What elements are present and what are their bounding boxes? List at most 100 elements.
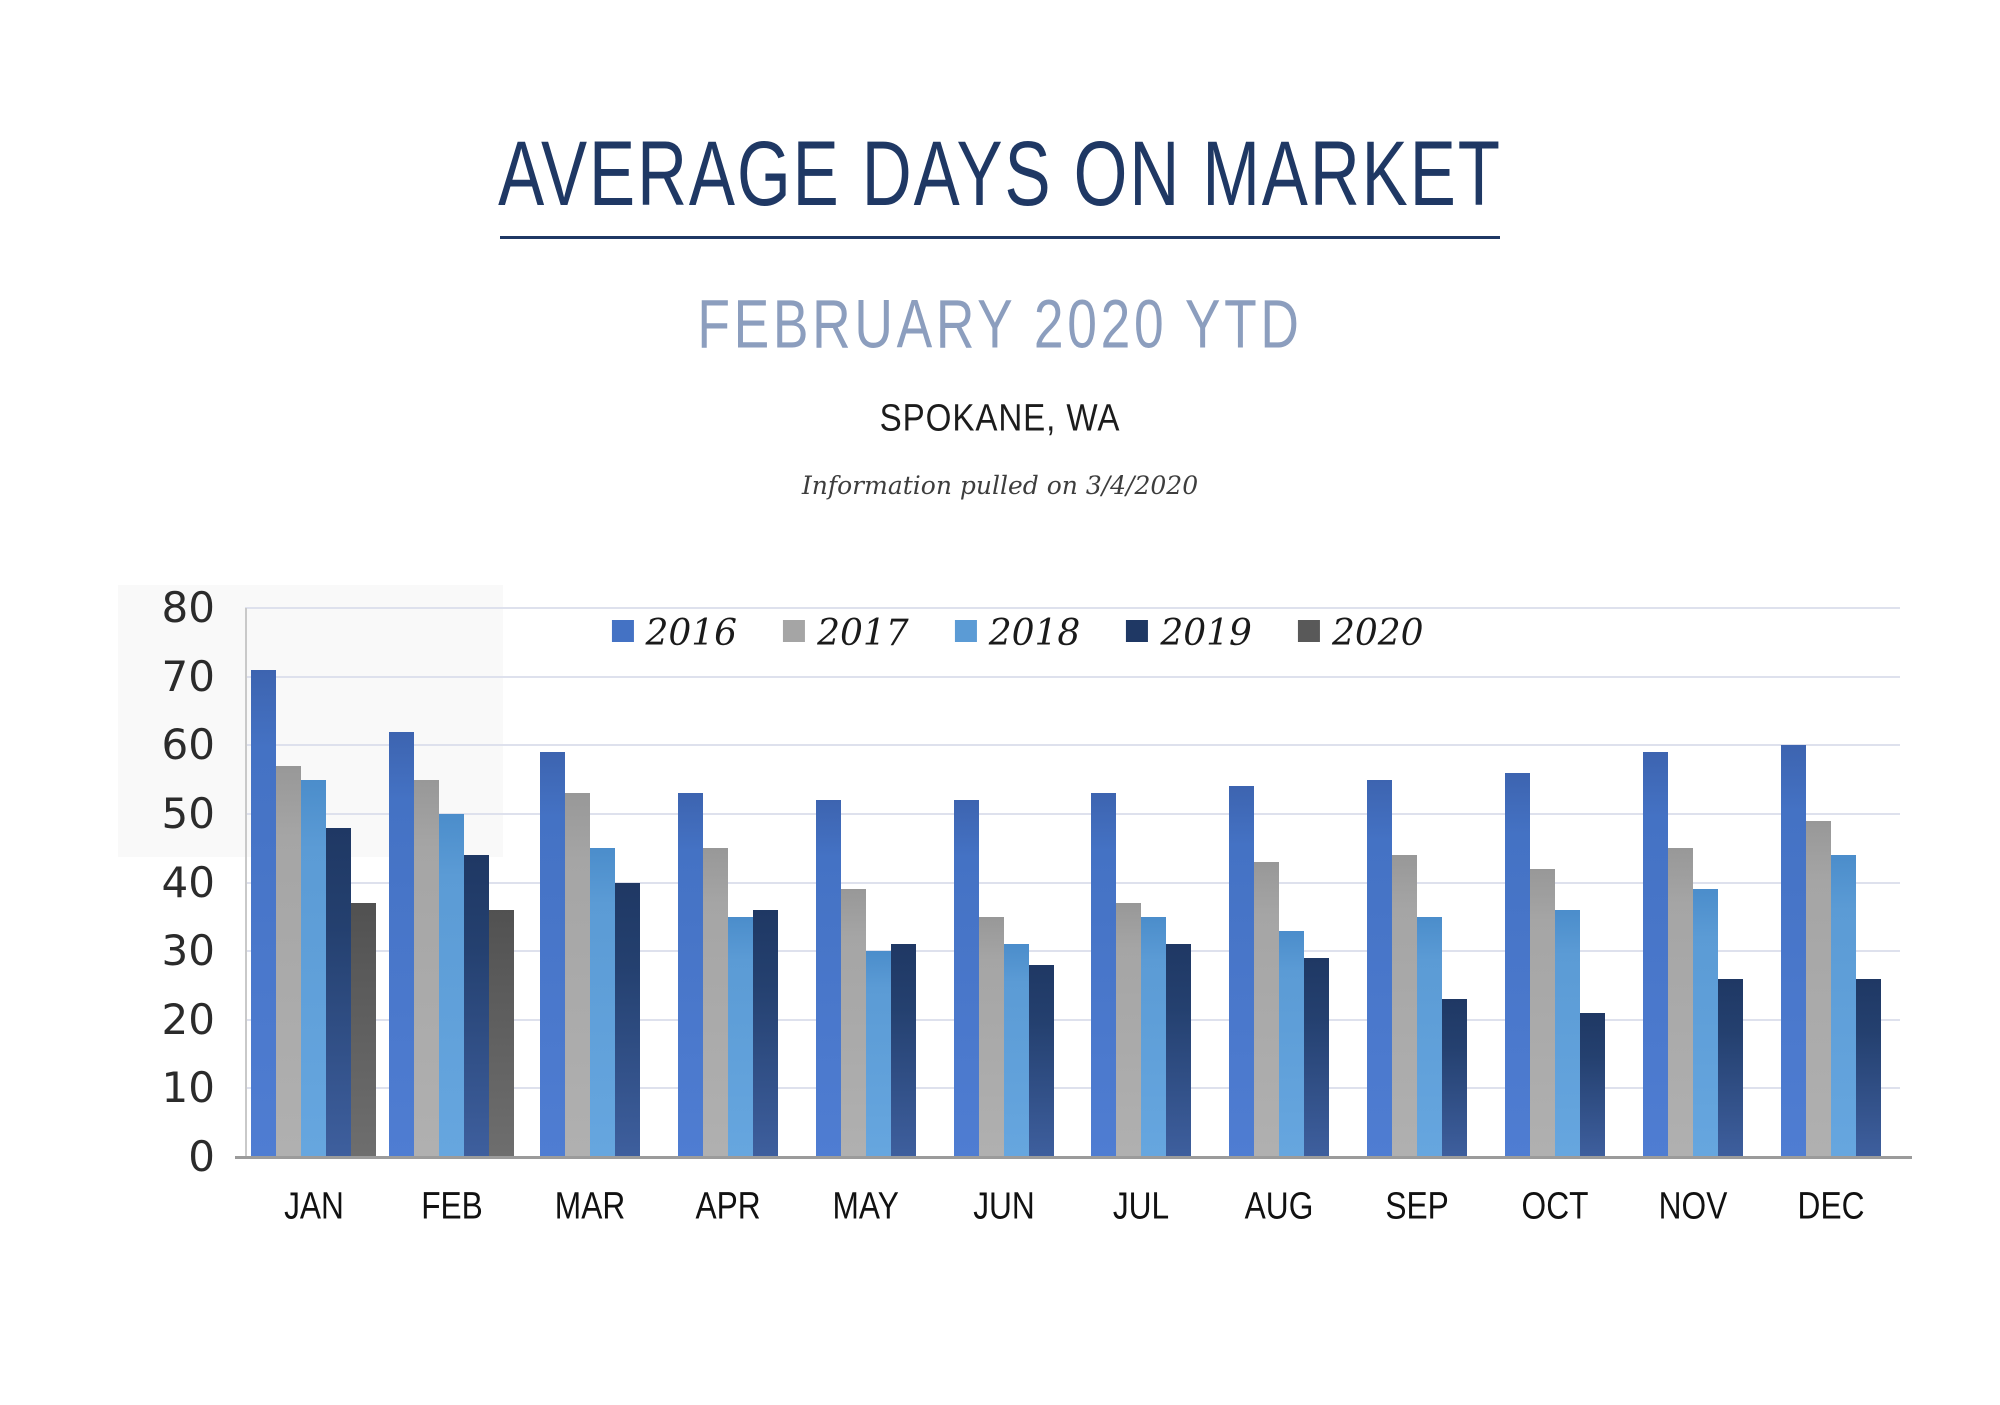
bar-2016-may [815,800,841,1157]
bar-2018-apr [727,916,753,1157]
x-tick-may: MAY [832,1183,899,1227]
bar-2018-aug [1279,930,1305,1157]
x-tick-feb: FEB [421,1183,483,1227]
legend-swatch-2016 [611,620,634,642]
bar-2019-jan [326,827,352,1157]
bar-group-jul [1073,608,1211,1157]
title-underline [500,236,1500,239]
bar-2016-mar [539,752,565,1157]
bar-group-mar [521,608,659,1157]
bar-2017-feb [414,779,440,1157]
bar-2016-oct [1505,772,1531,1157]
x-tick-jan: JAN [284,1183,344,1227]
bar-2017-apr [702,848,728,1157]
y-axis-labels: 0 10 20 30 40 50 60 70 80 [85,587,215,1178]
legend-swatch-2018 [954,620,977,642]
bar-group-feb [383,608,521,1157]
x-tick-aug: AUG [1245,1183,1314,1227]
legend-label-2018: 2018 [988,613,1081,654]
x-tick-oct: OCT [1521,1183,1589,1227]
x-tick-apr: APR [695,1183,761,1227]
x-tick-cell-dec: DEC [1762,1186,1900,1224]
report-location: SPOKANE, WA [879,395,1121,439]
x-tick-cell-sep: SEP [1348,1183,1486,1227]
bar-2016-sep [1367,779,1393,1157]
bar-2016-jul [1091,793,1117,1157]
bar-2018-nov [1693,889,1719,1157]
bar-2019-nov [1718,978,1744,1157]
x-tick-jul: JUL [1113,1183,1170,1227]
bar-group-apr [659,608,797,1157]
bar-2017-aug [1254,861,1280,1157]
bar-2016-jun [953,800,979,1157]
bar-group-oct [1486,608,1624,1157]
gridline-20 [245,1018,1900,1021]
y-tick-10: 10 [161,1063,215,1113]
bar-2016-apr [677,793,703,1157]
x-tick-cell-may: MAY [797,1183,935,1227]
gridline-40 [245,881,1900,884]
bar-2019-dec [1856,978,1882,1157]
bar-group-nov [1624,608,1762,1157]
bar-2018-mar [589,848,615,1157]
bar-2019-oct [1580,1012,1606,1157]
legend-label-2019: 2019 [1160,613,1252,654]
bar-2018-jan [301,779,327,1157]
pull-date-note: Information pulled on 3/4/2020 [801,471,1199,500]
bar-chart: 0 10 20 30 40 50 60 70 80 2016 2017 2018 2019 2020 J… [162,587,1912,1224]
bar-2017-sep [1392,855,1418,1157]
x-tick-cell-jun: JUN [935,1183,1073,1227]
y-tick-70: 70 [161,651,215,701]
bar-2018-jul [1141,916,1167,1157]
x-tick-cell-feb: FEB [383,1183,521,1227]
bar-2018-dec [1831,855,1857,1157]
bar-2019-feb [464,855,490,1157]
bar-2018-jun [1003,944,1029,1157]
y-tick-60: 60 [161,720,215,770]
bar-2019-may [890,944,916,1157]
bar-2019-mar [614,882,640,1157]
chart-legend: 2016 2017 2018 2019 2020 [611,613,1424,654]
legend-item-2017: 2017 [783,616,909,652]
x-tick-cell-aug: AUG [1210,1183,1348,1227]
x-tick-cell-mar: MAR [521,1183,659,1227]
x-tick-cell-apr: APR [659,1183,797,1227]
x-axis-labels: JAN FEB MAR APR MAY JUN JUL AUG SEP OCT NOV DEC [245,1183,1900,1227]
bar-2016-nov [1643,752,1669,1157]
legend-label-2020: 2020 [1331,613,1424,654]
x-tick-cell-nov: NOV [1624,1186,1762,1224]
bar-group-dec [1762,608,1900,1157]
page-title: AVERAGE DAYS ON MARKET [498,122,1502,226]
gridline-50 [245,812,1900,815]
bar-2016-dec [1781,745,1807,1157]
bar-group-sep [1348,608,1486,1157]
x-tick-mar: MAR [554,1183,625,1227]
bar-groups [245,608,1900,1157]
bar-group-jan [245,608,383,1157]
bar-group-aug [1210,608,1348,1157]
x-axis-line [235,1156,1912,1159]
bar-2017-oct [1530,868,1556,1157]
legend-item-2020: 2020 [1297,613,1424,654]
legend-item-2016: 2016 [611,616,737,652]
y-tick-0: 0 [188,1132,215,1181]
x-tick-jun: JUN [972,1183,1035,1227]
bar-group-may [797,608,935,1157]
bar-2018-may [865,951,891,1157]
gridline-10 [245,1087,1900,1090]
bar-2016-jan [251,669,277,1157]
x-tick-sep: SEP [1385,1183,1450,1227]
bar-2019-apr [752,909,778,1157]
gridline-30 [245,950,1900,953]
legend-label-2017: 2017 [817,613,909,654]
y-tick-50: 50 [161,788,215,838]
bar-2016-feb [389,731,415,1157]
y-tick-80: 80 [161,583,215,632]
y-tick-40: 40 [161,857,215,907]
bar-2020-jan [351,903,377,1157]
bar-2017-jun [978,916,1004,1157]
legend-item-2019: 2019 [1126,616,1252,652]
plot-area: 2016 2017 2018 2019 2020 [235,607,1912,1159]
gridline-70 [245,675,1900,678]
bar-2019-sep [1442,999,1468,1157]
